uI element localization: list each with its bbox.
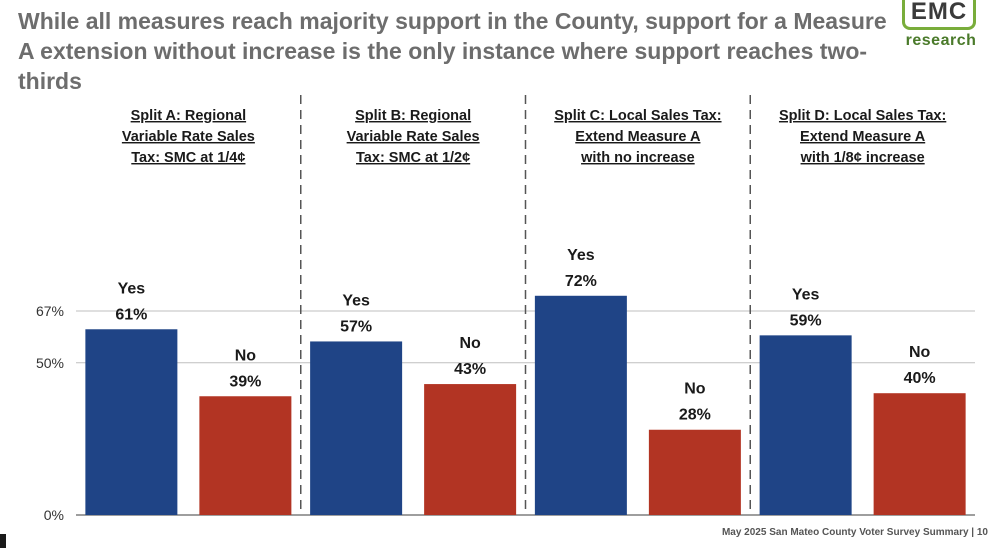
bar-value-label: 39% xyxy=(229,373,261,390)
group-title-line: Tax: SMC at 1/2¢ xyxy=(356,150,470,166)
bar-category-label: No xyxy=(459,335,481,352)
group-title-line: Extend Measure A xyxy=(575,129,701,145)
group-title-line: Split C: Local Sales Tax: xyxy=(554,108,721,124)
bar-yes xyxy=(759,335,852,515)
bar-yes xyxy=(85,329,178,515)
bar-value-label: 61% xyxy=(115,306,147,323)
group-title-line: Split D: Local Sales Tax: xyxy=(779,108,946,124)
bar-value-label: 57% xyxy=(340,318,372,335)
group-title-line: Variable Rate Sales xyxy=(347,129,480,145)
group-title-line: with 1/8¢ increase xyxy=(800,150,925,166)
chart-title: While all measures reach majority suppor… xyxy=(18,8,887,94)
bar-value-label: 28% xyxy=(679,407,711,424)
group-title-line: with no increase xyxy=(580,150,695,166)
bar-yes xyxy=(310,341,403,515)
y-tick-label: 0% xyxy=(44,507,64,523)
bar-value-label: 59% xyxy=(790,312,822,329)
logo-mark: EMC xyxy=(902,0,976,30)
bar-no xyxy=(648,429,741,515)
y-tick-label: 50% xyxy=(36,355,64,371)
bar-no xyxy=(199,396,292,515)
group-title-line: Variable Rate Sales xyxy=(122,129,255,145)
bar-no xyxy=(873,393,966,515)
group-title-line: Split A: Regional xyxy=(131,108,246,124)
group-title-line: Tax: SMC at 1/4¢ xyxy=(131,150,245,166)
bar-category-label: No xyxy=(684,381,706,398)
group-title-line: Extend Measure A xyxy=(800,129,926,145)
bar-value-label: 72% xyxy=(565,273,597,290)
bar-category-label: Yes xyxy=(567,247,595,264)
logo-subtitle: research xyxy=(905,32,977,49)
bar-category-label: Yes xyxy=(342,292,370,309)
y-tick-label: 67% xyxy=(36,303,64,319)
bar-value-label: 40% xyxy=(904,370,936,387)
bar-category-label: Yes xyxy=(118,280,146,297)
corner-mark xyxy=(0,534,6,548)
bar-no xyxy=(424,384,517,515)
bar-category-label: No xyxy=(909,344,931,361)
emc-research-logo: EMC research xyxy=(896,0,986,62)
footer-text: May 2025 San Mateo County Voter Survey S… xyxy=(721,527,988,538)
bar-category-label: Yes xyxy=(792,286,820,303)
bar-value-label: 43% xyxy=(454,361,486,378)
bar-yes xyxy=(534,295,627,515)
bar-category-label: No xyxy=(235,347,257,364)
group-title-line: Split B: Regional xyxy=(355,108,471,124)
